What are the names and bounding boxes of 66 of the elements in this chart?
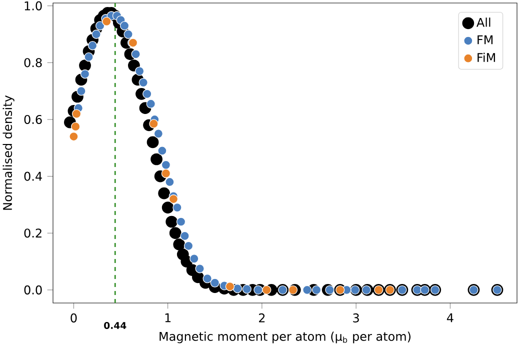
point (72, 109, 82, 118)
y-tick-label: 0.0 (24, 285, 42, 294)
point (165, 177, 174, 187)
point (149, 119, 158, 128)
point (173, 238, 186, 250)
point (138, 78, 148, 88)
point (302, 285, 312, 295)
point (162, 202, 174, 214)
point (158, 146, 167, 156)
x-axis-title: Magnetic moment per atom (μ$_{b}$ per atom) (160, 332, 410, 344)
point (70, 122, 80, 132)
y-tick-label: 1.0 (24, 1, 42, 10)
y-tick-label: 0.8 (24, 58, 42, 68)
point (92, 30, 101, 39)
point (168, 194, 178, 204)
ref-line-label: 0.44 (104, 322, 126, 329)
point (76, 86, 86, 96)
point (120, 21, 130, 30)
x-tick-label: 0 (70, 313, 77, 322)
point (158, 187, 170, 200)
legend-label: FM (478, 35, 493, 44)
point (195, 264, 204, 274)
point (169, 227, 182, 240)
point (150, 153, 162, 166)
x-tick-label: 3 (353, 313, 359, 322)
point (166, 216, 178, 228)
point (146, 99, 156, 108)
point (172, 202, 182, 212)
point (288, 285, 298, 295)
point (242, 284, 252, 294)
point (262, 285, 272, 295)
point (254, 285, 263, 295)
legend-label: FiM (478, 52, 495, 62)
point (176, 217, 186, 226)
point (142, 89, 152, 99)
point (80, 69, 90, 79)
legend-label: All (476, 18, 490, 27)
point (312, 285, 322, 295)
point (84, 52, 94, 62)
point (102, 16, 112, 26)
point (154, 129, 164, 138)
point (202, 274, 212, 284)
y-tick-label: 0.2 (24, 228, 42, 238)
point (325, 285, 334, 295)
point (161, 168, 171, 178)
point (95, 21, 105, 30)
point (124, 30, 133, 39)
point (69, 132, 78, 142)
point (128, 60, 140, 72)
y-axis-title: Normalised density (2, 95, 14, 210)
point (131, 50, 140, 59)
point (88, 41, 98, 50)
point (146, 136, 159, 148)
point (225, 282, 235, 292)
y-tick-label: 0.4 (24, 172, 42, 181)
x-tick-label: 4 (446, 313, 454, 322)
point (161, 160, 171, 170)
point (184, 241, 194, 250)
y-tick-label: 0.6 (24, 114, 42, 124)
point (210, 278, 220, 288)
x-tick-label: 2 (259, 313, 265, 322)
point (180, 231, 190, 241)
point (190, 254, 199, 264)
x-tick-label: 1 (165, 313, 171, 322)
point (134, 66, 144, 76)
point (232, 284, 242, 294)
